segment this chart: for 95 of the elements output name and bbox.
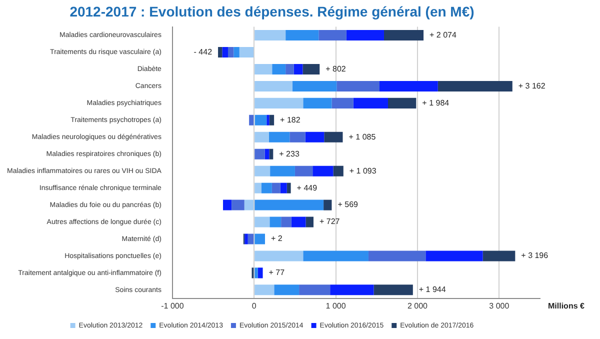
bar [254, 182, 262, 194]
total-label: + 3 196 [521, 251, 549, 260]
bar [299, 284, 330, 296]
bar [254, 114, 267, 126]
bar [269, 148, 274, 160]
total-label: - 442 [194, 47, 213, 56]
bar [254, 98, 304, 108]
total-label: + 1 944 [418, 285, 446, 294]
bar [261, 182, 272, 194]
bar [268, 132, 290, 142]
bar [380, 80, 438, 92]
bar [248, 234, 254, 244]
bar [222, 47, 228, 58]
bar [426, 250, 483, 262]
bar [254, 64, 272, 74]
bar [294, 64, 303, 74]
bar [239, 47, 254, 58]
bar [294, 166, 313, 176]
x-tick-label: 0 [252, 301, 257, 310]
bar [336, 80, 380, 92]
bar [303, 250, 368, 262]
bar [318, 30, 346, 41]
bar [388, 98, 416, 108]
total-label: + 2 [270, 234, 283, 244]
bar [384, 30, 424, 41]
bar [290, 132, 306, 142]
bar [333, 166, 344, 176]
total-label: + 1 984 [422, 98, 450, 108]
bar [254, 148, 265, 160]
bar [324, 200, 332, 210]
bar [254, 30, 286, 41]
total-label: + 233 [279, 149, 300, 158]
bar [254, 132, 269, 142]
bar [234, 47, 240, 58]
bar [254, 250, 304, 262]
bar [264, 148, 270, 160]
bar [438, 80, 512, 92]
total-label: + 182 [280, 115, 301, 124]
bar [258, 268, 263, 278]
bar [254, 234, 265, 244]
x-tick-label: 3 000 [489, 301, 510, 310]
bar [266, 114, 270, 126]
bar [286, 30, 319, 41]
bar [482, 250, 516, 262]
bar [346, 30, 384, 41]
total-label: + 2 074 [430, 30, 457, 40]
bar [292, 80, 337, 92]
x-tick-label: 1 000 [326, 301, 346, 310]
bar [272, 64, 286, 74]
bar [302, 64, 320, 74]
total-label: + 727 [320, 217, 340, 226]
bar [254, 268, 258, 278]
x-tick-label: 2 000 [407, 301, 428, 310]
bar [368, 250, 426, 262]
total-label: + 1 085 [348, 132, 376, 142]
bar [254, 80, 293, 92]
bar [272, 182, 280, 194]
bar [303, 98, 332, 108]
x-tick-label: -1 000 [161, 301, 184, 310]
bar [228, 47, 234, 58]
bar [254, 216, 270, 228]
total-label: + 569 [338, 200, 359, 210]
bar [291, 216, 306, 228]
bar [254, 284, 274, 296]
bar [269, 114, 274, 126]
total-label: + 1 093 [349, 166, 377, 176]
bar [244, 200, 254, 210]
bar [254, 166, 270, 176]
bar [281, 216, 292, 228]
bar [254, 200, 324, 210]
bar [270, 166, 295, 176]
bar [274, 284, 300, 296]
chart-title: 2012-2017 : Evolution des dépenses. Régime général (en M€) [70, 3, 474, 20]
bar [223, 200, 232, 210]
bar [332, 98, 354, 108]
bar [312, 166, 334, 176]
total-label: + 3 162 [518, 81, 546, 90]
bar [232, 200, 244, 210]
bar [218, 47, 222, 58]
bar [324, 132, 343, 142]
total-label: + 449 [296, 183, 318, 192]
total-label: + 77 [268, 268, 286, 278]
bar [374, 284, 413, 296]
bar [305, 132, 324, 142]
bar [244, 234, 248, 244]
bar [286, 64, 294, 74]
bar [353, 98, 388, 108]
total-label: + 802 [326, 64, 346, 74]
bar [286, 182, 291, 194]
bar [306, 216, 314, 228]
bar [270, 216, 282, 228]
bar [280, 182, 287, 194]
bar [330, 284, 374, 296]
x-axis-title: Millions € [548, 302, 585, 311]
bar [249, 114, 254, 126]
